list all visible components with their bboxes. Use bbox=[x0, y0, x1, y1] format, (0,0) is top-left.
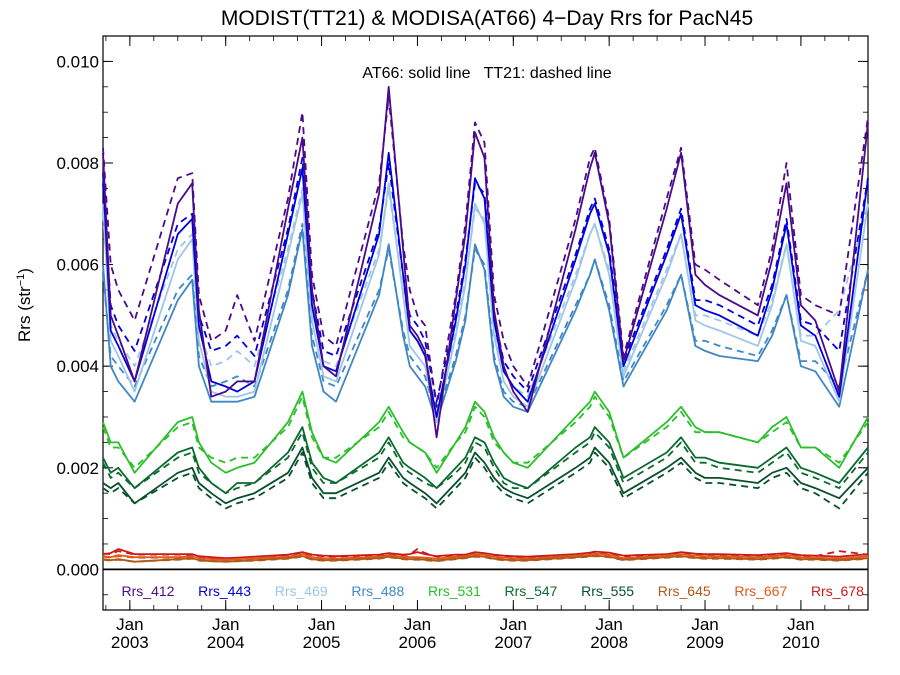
x-tick-month: Jan bbox=[116, 615, 143, 634]
x-tick-year: 2008 bbox=[590, 633, 628, 652]
x-tick-month: Jan bbox=[787, 615, 814, 634]
chart-title: MODIST(TT21) & MODISA(AT66) 4−Day Rrs fo… bbox=[221, 7, 753, 30]
legend-entry: Rrs_412 bbox=[122, 583, 175, 599]
legend-entry: Rrs_547 bbox=[505, 583, 558, 599]
series-line-dashed-rrs-469 bbox=[102, 187, 869, 413]
series-line-solid-rrs-645 bbox=[102, 554, 869, 563]
line-style-annotation: AT66: solid line TT21: dashed line bbox=[362, 65, 611, 82]
series-line-solid-rrs-555 bbox=[102, 446, 869, 505]
series-line-solid-rrs-443 bbox=[102, 151, 869, 418]
x-tick-year: 2006 bbox=[399, 633, 437, 652]
series-line-dashed-rrs-531 bbox=[102, 395, 869, 469]
legend-entry: Rrs_678 bbox=[811, 583, 864, 599]
plot-frame bbox=[102, 35, 869, 611]
series-line-dashed-rrs-555 bbox=[102, 451, 869, 510]
x-tick-year: 2007 bbox=[494, 633, 532, 652]
series-line-solid-rrs-469 bbox=[102, 182, 869, 424]
series-line-solid-rrs-412 bbox=[102, 85, 869, 439]
series-line-solid-rrs-667 bbox=[102, 552, 869, 561]
y-axis-label-superscript: −1 bbox=[15, 274, 27, 287]
y-tick-label: 0.004 bbox=[56, 357, 99, 376]
series-line-dashed-rrs-412 bbox=[102, 96, 869, 408]
x-tick-month: Jan bbox=[595, 615, 622, 634]
series-line-dashed-rrs-488 bbox=[102, 222, 869, 418]
plot-area: 0.0000.0020.0040.0060.0080.010Jan2003Jan… bbox=[56, 35, 869, 652]
y-axis-label: Rrs (str−1) bbox=[15, 268, 34, 342]
legend-entry: Rrs_555 bbox=[581, 583, 634, 599]
x-tick-month: Jan bbox=[212, 615, 239, 634]
legend-entry: Rrs_443 bbox=[198, 583, 251, 599]
series-line-solid-rrs-547 bbox=[102, 426, 869, 495]
legend-entry: Rrs_531 bbox=[428, 583, 481, 599]
x-tick-year: 2005 bbox=[303, 633, 341, 652]
y-tick-label: 0.006 bbox=[56, 256, 99, 275]
x-tick-year: 2010 bbox=[782, 633, 820, 652]
series-line-solid-rrs-678 bbox=[102, 548, 869, 560]
series-line-solid-rrs-531 bbox=[102, 390, 869, 474]
y-tick-label: 0.010 bbox=[56, 52, 99, 71]
y-tick-label: 0.008 bbox=[56, 154, 99, 173]
x-tick-month: Jan bbox=[500, 615, 527, 634]
y-axis-label-tail: ) bbox=[15, 268, 34, 274]
y-tick-label: 0.000 bbox=[56, 560, 99, 579]
legend-entry: Rrs_469 bbox=[275, 583, 328, 599]
series-line-solid-rrs-488 bbox=[102, 228, 869, 424]
y-axis-label-main: Rrs (str bbox=[15, 286, 34, 342]
x-tick-month: Jan bbox=[691, 615, 718, 634]
legend-entry: Rrs_488 bbox=[351, 583, 404, 599]
x-tick-month: Jan bbox=[404, 615, 431, 634]
legend-entry: Rrs_667 bbox=[734, 583, 787, 599]
series-line-dashed-rrs-443 bbox=[102, 156, 869, 403]
x-tick-year: 2004 bbox=[207, 633, 245, 652]
x-tick-year: 2009 bbox=[686, 633, 724, 652]
legend-entry: Rrs_645 bbox=[658, 583, 711, 599]
y-tick-label: 0.002 bbox=[56, 459, 99, 478]
x-tick-month: Jan bbox=[308, 615, 335, 634]
x-tick-year: 2003 bbox=[111, 633, 149, 652]
